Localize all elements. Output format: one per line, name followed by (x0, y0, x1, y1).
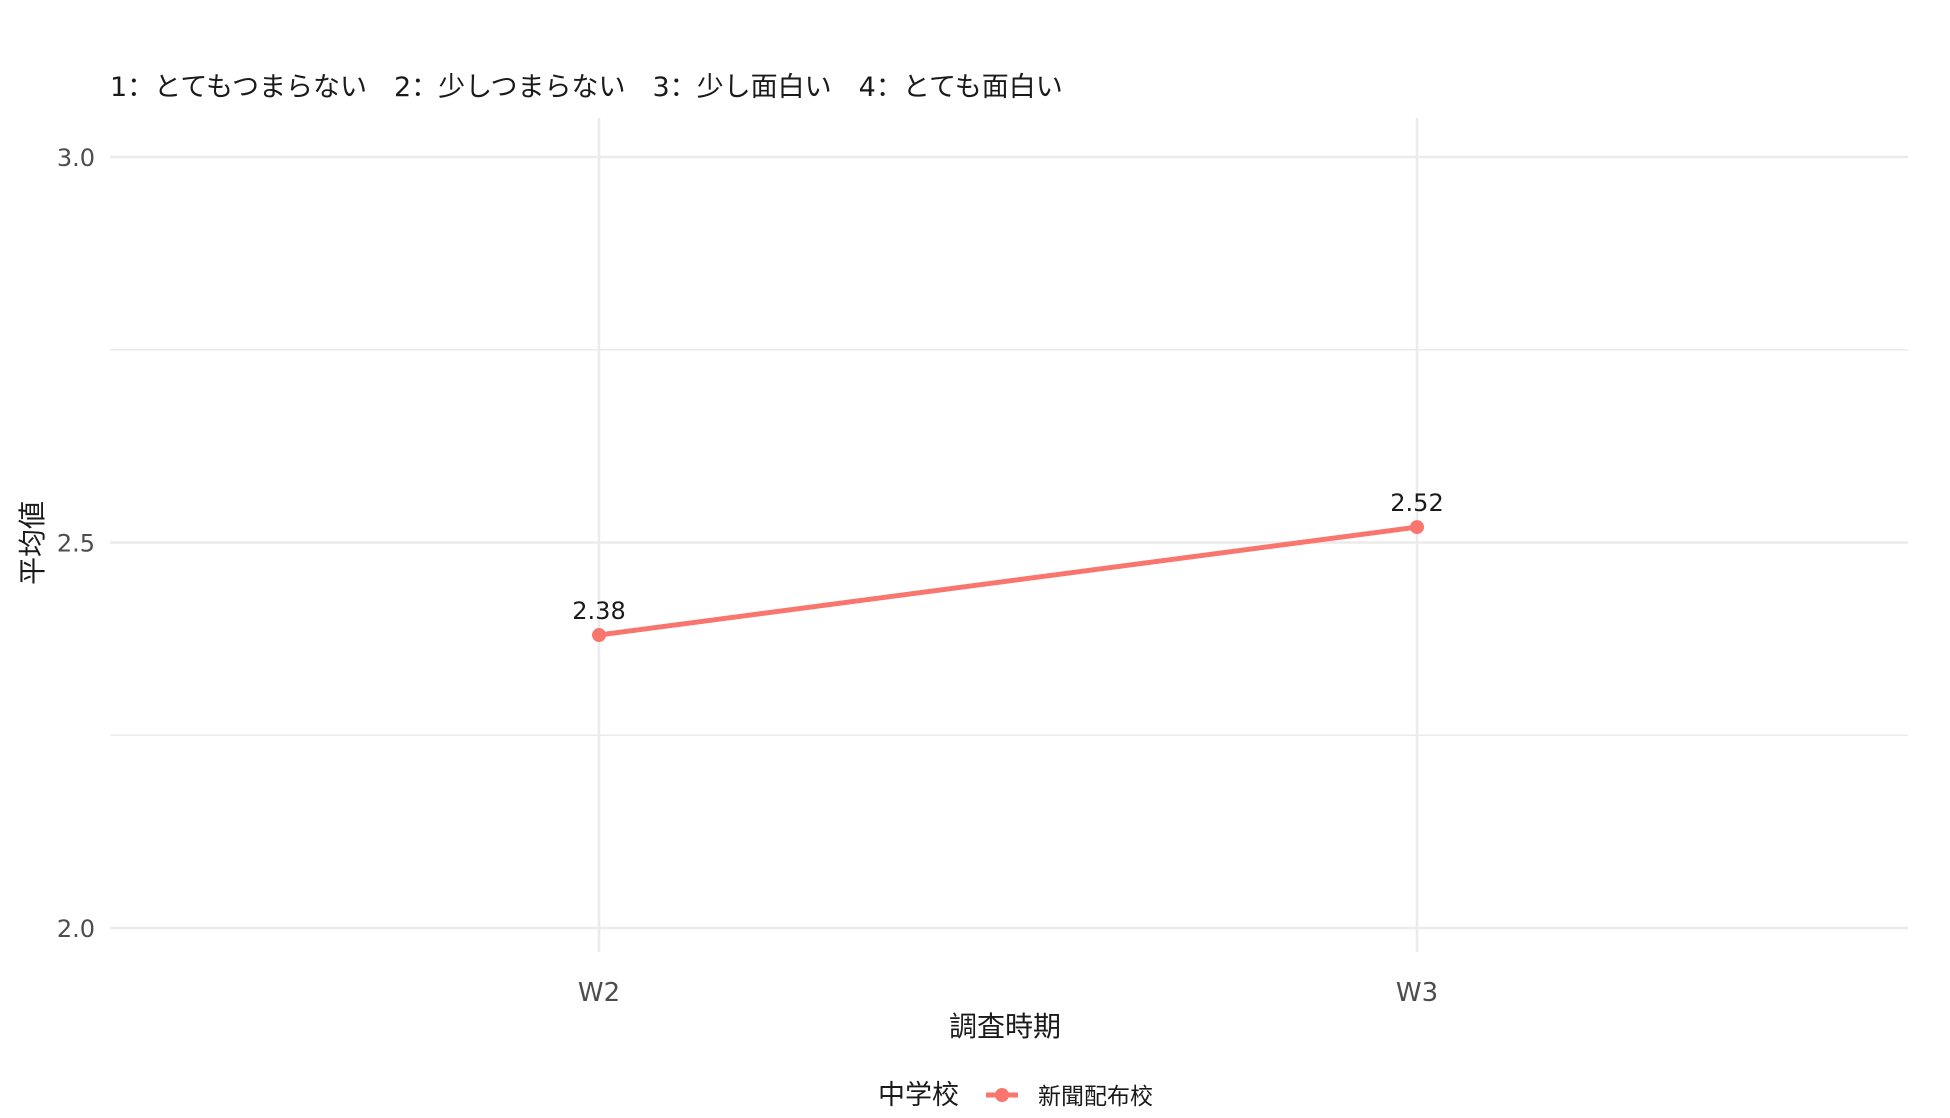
chart-subtitle: 1：とてもつまらない 2：少しつまらない 3：少し面白い 4：とても面白い (110, 72, 1063, 103)
grid-layer (110, 118, 1908, 952)
data-point (1410, 520, 1424, 535)
y-tick-label: 2.5 (57, 530, 95, 558)
legend: 中学校 新聞配布校 (878, 1080, 1153, 1111)
y-axis-label: 平均値 (16, 501, 49, 585)
data-point (592, 628, 606, 643)
data-label: 2.38 (572, 597, 625, 625)
series-line (596, 524, 1420, 638)
x-tick-label: W3 (1396, 978, 1438, 1008)
x-axis-label: 調査時期 (949, 1010, 1061, 1043)
x-tick-label: W2 (578, 978, 620, 1008)
legend-item-label: 新聞配布校 (1038, 1084, 1153, 1110)
y-tick-label: 3.0 (57, 144, 95, 172)
y-axis-ticks: 2.0 2.5 3.0 (57, 144, 95, 943)
legend-title: 中学校 (878, 1080, 959, 1111)
data-label: 2.52 (1390, 489, 1443, 517)
legend-key-point (995, 1088, 1009, 1102)
y-tick-label: 2.0 (57, 915, 95, 943)
x-axis-ticks: W2 W3 (578, 978, 1438, 1008)
series-layer: 2.38 2.52 (572, 489, 1444, 643)
